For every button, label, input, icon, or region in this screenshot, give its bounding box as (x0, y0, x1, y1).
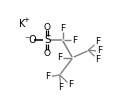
Text: F: F (46, 72, 51, 81)
Text: K: K (19, 19, 25, 29)
Text: S: S (44, 35, 51, 45)
Text: +: + (24, 17, 30, 23)
Text: F: F (95, 55, 100, 64)
Text: F: F (97, 46, 102, 55)
Text: F: F (60, 24, 65, 33)
Text: O: O (44, 49, 51, 58)
Text: F: F (58, 83, 63, 92)
Text: F: F (57, 53, 62, 62)
Text: F: F (95, 37, 100, 46)
Text: F: F (72, 36, 77, 45)
Text: ⁻O: ⁻O (24, 35, 37, 45)
Text: O: O (44, 23, 51, 32)
Text: F: F (68, 80, 73, 89)
